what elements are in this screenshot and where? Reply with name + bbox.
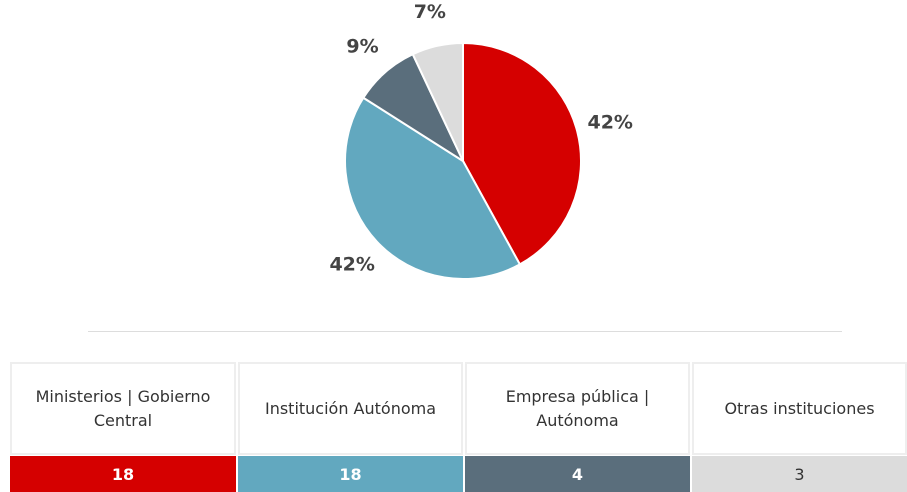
separator — [88, 331, 842, 332]
column-header: Institución Autónoma — [238, 362, 463, 455]
count-cell: 4 — [465, 456, 690, 492]
column-header: Ministerios | Gobierno Central — [10, 362, 236, 455]
pie-slice — [462, 41, 582, 266]
pie-chart: 42% 42% 9% 7% — [329, 1, 633, 280]
slice-label: 42% — [329, 254, 374, 276]
pie-slice — [344, 96, 522, 280]
slice-label: 9% — [346, 35, 378, 57]
count-cell: 18 — [10, 456, 236, 492]
slice-label: 42% — [587, 112, 632, 134]
slice-label: 7% — [414, 1, 446, 23]
column-header: Empresa pública | Autónoma — [465, 362, 690, 455]
column-header: Otras instituciones — [692, 362, 907, 455]
count-cell: 18 — [238, 456, 463, 492]
count-cell: 3 — [692, 456, 907, 492]
pie-slice — [411, 41, 464, 162]
